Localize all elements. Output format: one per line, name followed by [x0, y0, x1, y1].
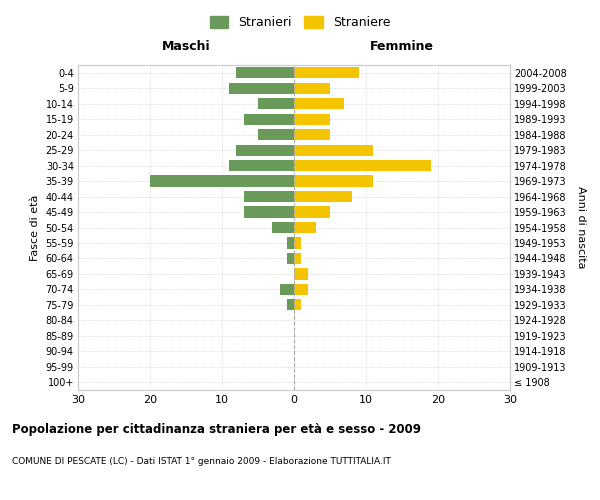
- Bar: [258, 129, 294, 140]
- Bar: [294, 268, 308, 280]
- Bar: [229, 82, 294, 94]
- Bar: [294, 176, 373, 186]
- Bar: [294, 82, 330, 94]
- Bar: [294, 67, 359, 78]
- Bar: [280, 284, 294, 295]
- Text: COMUNE DI PESCATE (LC) - Dati ISTAT 1° gennaio 2009 - Elaborazione TUTTITALIA.IT: COMUNE DI PESCATE (LC) - Dati ISTAT 1° g…: [12, 458, 391, 466]
- Y-axis label: Anni di nascita: Anni di nascita: [577, 186, 586, 269]
- Bar: [244, 114, 294, 124]
- Bar: [287, 300, 294, 310]
- Bar: [229, 160, 294, 171]
- Bar: [294, 284, 308, 295]
- Bar: [244, 206, 294, 218]
- Bar: [294, 114, 330, 124]
- Legend: Stranieri, Straniere: Stranieri, Straniere: [205, 11, 395, 34]
- Bar: [236, 144, 294, 156]
- Bar: [258, 98, 294, 110]
- Text: Maschi: Maschi: [161, 40, 211, 52]
- Bar: [294, 160, 431, 171]
- Bar: [294, 144, 373, 156]
- Bar: [287, 253, 294, 264]
- Bar: [294, 238, 301, 248]
- Bar: [294, 191, 352, 202]
- Bar: [294, 253, 301, 264]
- Bar: [294, 206, 330, 218]
- Bar: [150, 176, 294, 186]
- Bar: [236, 67, 294, 78]
- Bar: [272, 222, 294, 233]
- Bar: [287, 238, 294, 248]
- Y-axis label: Fasce di età: Fasce di età: [30, 194, 40, 260]
- Bar: [294, 129, 330, 140]
- Bar: [294, 300, 301, 310]
- Bar: [244, 191, 294, 202]
- Bar: [294, 222, 316, 233]
- Text: Femmine: Femmine: [370, 40, 434, 52]
- Bar: [294, 98, 344, 110]
- Text: Popolazione per cittadinanza straniera per età e sesso - 2009: Popolazione per cittadinanza straniera p…: [12, 422, 421, 436]
